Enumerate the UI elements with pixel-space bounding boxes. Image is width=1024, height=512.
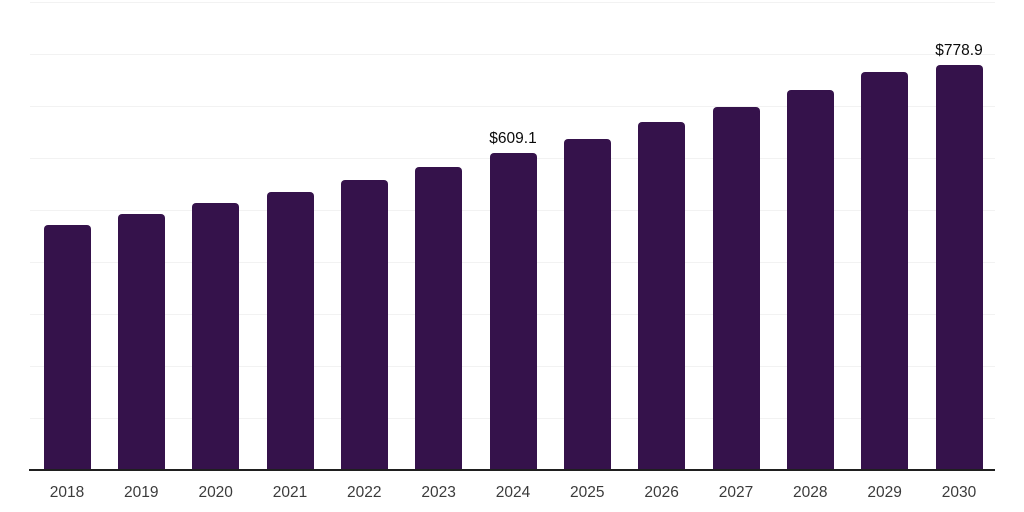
x-axis-tick-label: 2024 [495, 484, 531, 501]
x-axis-tick-label: 2028 [793, 484, 828, 501]
gridline [30, 2, 995, 3]
bar-value-label: $609.1 [489, 130, 537, 148]
x-axis-tick-label: 2020 [198, 484, 233, 501]
bar-2028 [786, 89, 834, 470]
x-axis-tick-label: 2018 [49, 484, 85, 501]
bar-2018 [43, 225, 91, 470]
x-axis-tick-label: 2030 [941, 484, 977, 501]
x-axis-tick-label: 2027 [718, 484, 754, 501]
bar-2026 [638, 122, 686, 470]
bar-2025 [563, 138, 611, 470]
bar-2029 [861, 72, 909, 470]
bar-2022 [340, 179, 388, 470]
x-axis-tick-label: 2026 [644, 484, 679, 501]
x-axis-tick-label: 2019 [124, 484, 159, 501]
gridline [30, 106, 995, 107]
gridline [30, 54, 995, 55]
x-axis-tick-label: 2025 [570, 484, 605, 501]
bar-2021 [266, 191, 314, 470]
bar-value-label: $778.9 [935, 42, 983, 59]
x-axis-tick-label: 2022 [347, 484, 382, 501]
x-axis-line [29, 469, 995, 471]
bar-2027 [712, 107, 760, 470]
bar-2023 [415, 167, 463, 470]
bar-2024 [489, 153, 537, 470]
bar-2019 [117, 214, 165, 470]
x-axis-tick-label: 2029 [867, 484, 902, 501]
bar-2020 [192, 203, 240, 470]
bar-2030 [935, 65, 983, 470]
x-axis-tick-label: 2021 [272, 484, 308, 501]
x-axis-tick-label: 2023 [421, 484, 456, 501]
